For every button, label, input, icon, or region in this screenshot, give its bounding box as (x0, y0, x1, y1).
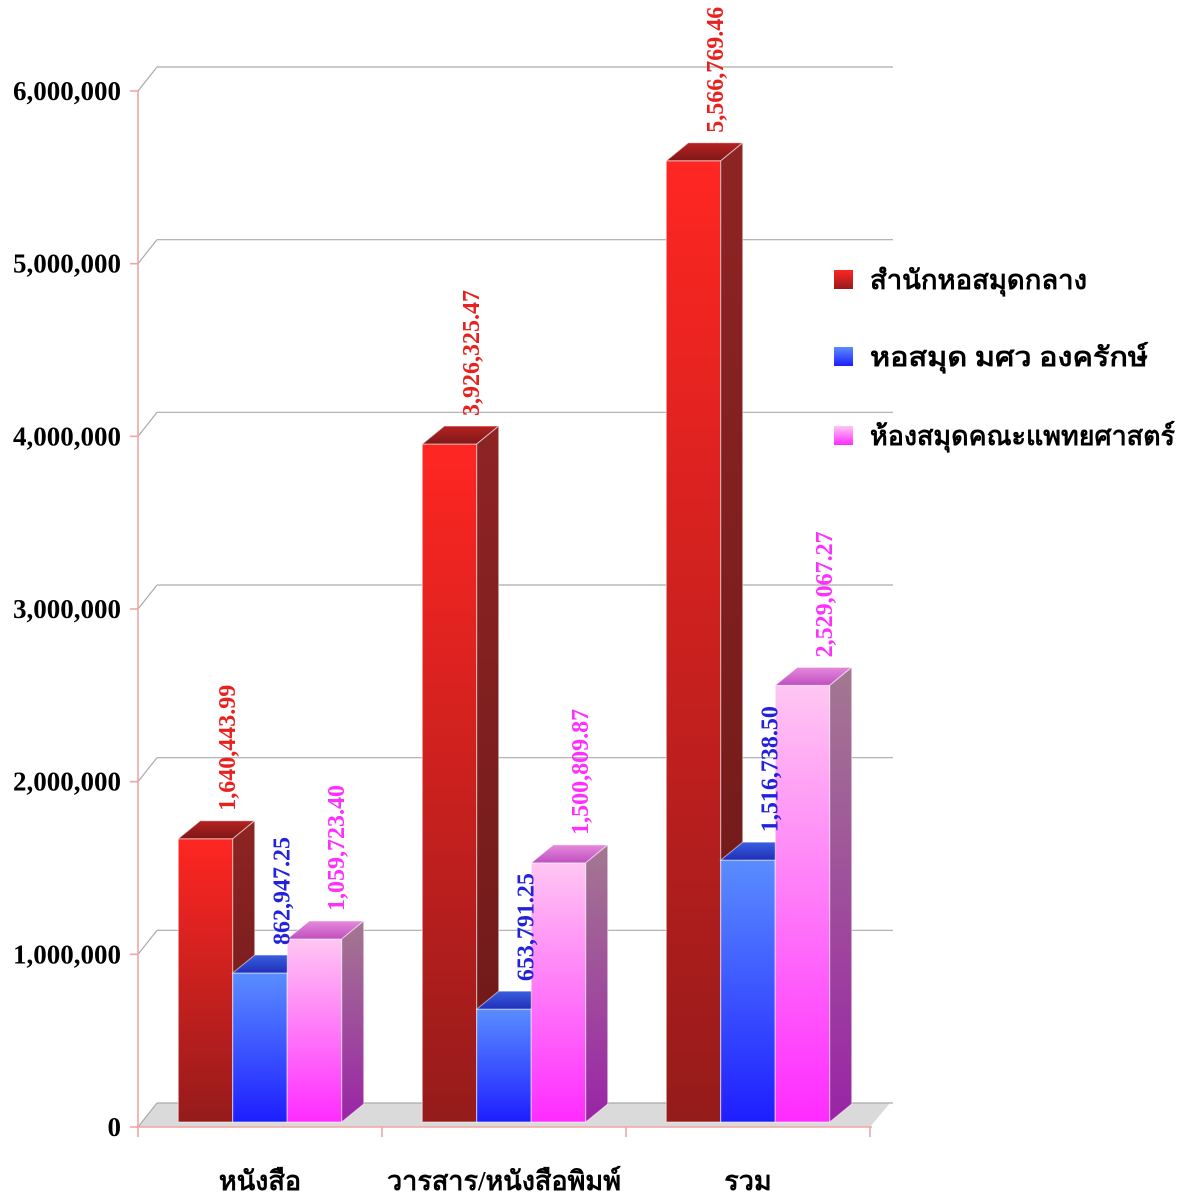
bar-front-face (177, 838, 234, 1123)
bar-front-face (286, 938, 343, 1123)
gridline-depth-connector (137, 1102, 158, 1128)
gridline-depth-connector (137, 411, 158, 437)
bar-side-face (829, 666, 853, 1124)
data-label: 2,529,067.27 (812, 531, 838, 657)
y-axis-tick-label: 6,000,000 (13, 76, 121, 106)
gridline-depth-connector (137, 239, 158, 265)
data-label: 1,059,723.40 (324, 785, 350, 911)
gridline-depth-connector (137, 929, 158, 955)
chart-data-labels: 1,640,443.99 862,947.25 1,059,723.40 3,926,… (215, 7, 838, 981)
legend-label: ห้องสมุดคณะแพทยศาสตร์ (870, 420, 1175, 453)
bar-front-face (476, 1008, 532, 1123)
bar-front-face (774, 684, 831, 1123)
bar-front-face (720, 859, 776, 1123)
chart-axes: 0 1,000,000 2,000,000 3,000,000 4,000,000 5,0… (13, 76, 872, 1196)
data-label: 1,500,809.87 (568, 709, 594, 835)
gridline-depth-connector (137, 757, 158, 783)
y-axis-tick-label: 4,000,000 (13, 421, 121, 451)
legend-item: สำนักหอสมุดกลาง (834, 265, 1087, 297)
y-axis-tick-label: 5,000,000 (13, 249, 121, 279)
bar-side-face (585, 843, 609, 1124)
legend-label: หอสมุด มศว องครักษ์ (870, 341, 1149, 374)
y-axis-tick-label: 2,000,000 (13, 767, 121, 797)
legend-swatch (834, 347, 853, 366)
data-label: 3,926,325.47 (459, 290, 485, 416)
chart-bars (176, 141, 854, 1124)
bar-front-face (421, 443, 478, 1123)
x-axis-category-label: หนังสือ (219, 1166, 301, 1196)
y-axis-tick-label: 1,000,000 (13, 939, 121, 969)
bar-series-3-category-1 (285, 919, 366, 1124)
legend-swatch (834, 426, 853, 445)
bar-front-face (530, 862, 587, 1123)
data-label: 5,566,769.46 (703, 7, 729, 133)
bar-series-3-category-3 (773, 666, 854, 1124)
legend-swatch (834, 270, 853, 289)
legend-item: หอสมุด มศว องครักษ์ (834, 341, 1149, 374)
gridline-depth-connector (137, 584, 158, 610)
data-label: 653,791.25 (513, 873, 539, 981)
bar-front-face (665, 160, 722, 1123)
gridline-depth-connector (137, 66, 158, 92)
data-label: 862,947.25 (269, 837, 295, 945)
legend-label: สำนักหอสมุดกลาง (870, 265, 1087, 297)
y-axis-tick-label: 3,000,000 (13, 594, 121, 624)
bar-front-face (232, 972, 288, 1123)
data-label: 1,516,738.50 (757, 706, 783, 832)
legend-item: ห้องสมุดคณะแพทยศาสตร์ (834, 420, 1175, 453)
x-axis-category-label: วารสาร/หนังสือพิมพ์ (387, 1165, 621, 1196)
bar-series-3-category-2 (529, 843, 610, 1124)
legend: สำนักหอสมุดกลาง หอสมุด มศว องครักษ์ ห้อง… (834, 265, 1175, 453)
y-axis-tick-label: 0 (108, 1112, 122, 1142)
x-axis-category-label: รวม (724, 1166, 771, 1196)
bar-series-1-category-2 (420, 424, 501, 1124)
bar-side-face (341, 919, 365, 1124)
data-label: 1,640,443.99 (215, 685, 241, 811)
